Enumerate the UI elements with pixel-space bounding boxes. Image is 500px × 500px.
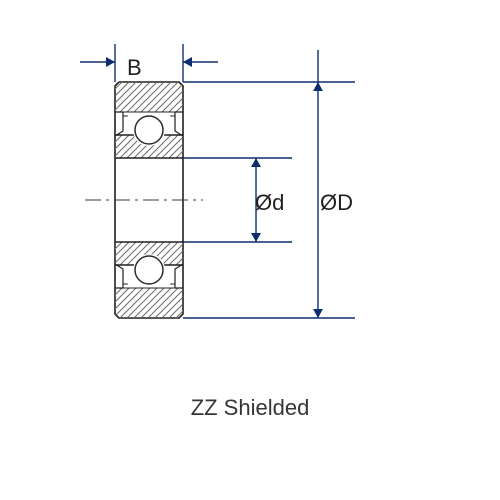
caption: ZZ Shielded bbox=[0, 395, 500, 421]
dimension-label-outer: ØD bbox=[320, 190, 353, 216]
diagram-container: B Ød ØD ZZ Shielded bbox=[0, 0, 500, 500]
dimension-label-B: B bbox=[127, 55, 142, 81]
bearing-diagram-svg bbox=[0, 0, 500, 500]
dimension-label-bore: Ød bbox=[255, 190, 284, 216]
